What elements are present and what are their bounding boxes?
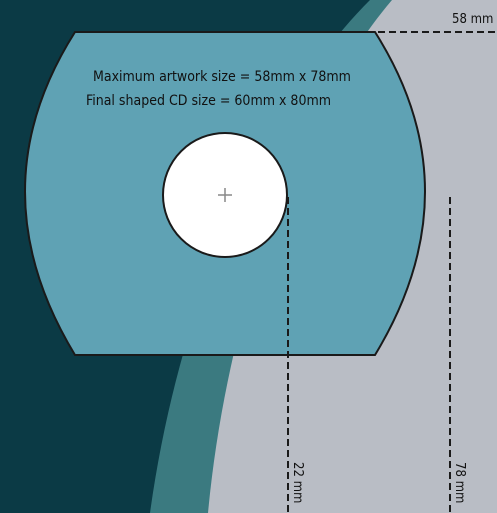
width-dim-label: 58 mm — [452, 12, 493, 27]
hole-dim-label: 22 mm — [290, 462, 305, 503]
final-size-label: Final shaped CD size = 60mm x 80mm — [86, 93, 331, 109]
max-artwork-label: Maximum artwork size = 58mm x 78mm — [93, 69, 351, 85]
height-dim-label: 78 mm — [452, 462, 467, 503]
